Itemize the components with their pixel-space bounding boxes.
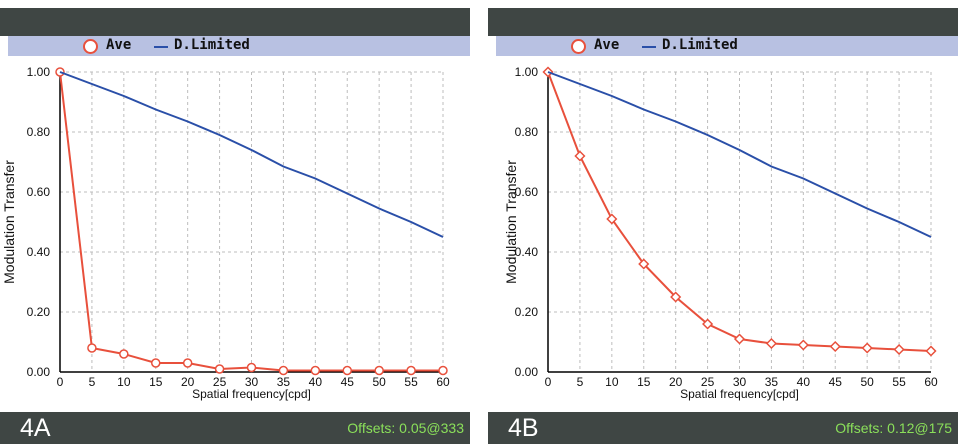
- data-point-ave: [310, 365, 321, 376]
- legend-dlimited-label: D.Limited: [174, 37, 250, 53]
- data-point-ave: [702, 318, 714, 330]
- data-point-ave: [151, 358, 161, 368]
- data-point-ave: [797, 339, 809, 351]
- x-tick-label: 15: [149, 375, 163, 389]
- data-point-ave: [861, 342, 873, 354]
- x-tick-label: 40: [309, 375, 323, 389]
- y-axis-label: Modulation Transfer: [503, 160, 519, 284]
- data-point-ave: [246, 362, 257, 373]
- data-point-ave: [214, 364, 225, 374]
- y-tick-label: 0.40: [515, 245, 539, 259]
- chart-panel-b: Ave D.Limited 0 5 10 15 20 25 30 35 40 45 50 55 60 0.…: [488, 0, 958, 444]
- x-tick-label: 35: [277, 375, 291, 389]
- data-point-ave: [374, 365, 384, 376]
- data-point-ave: [342, 365, 352, 376]
- bottom-bar: 4B Offsets: 0.12@175: [488, 412, 958, 444]
- top-bar: [0, 8, 470, 36]
- grid: [547, 71, 932, 373]
- x-tick-label: 40: [797, 375, 811, 389]
- data-point-ave: [574, 150, 586, 162]
- data-point-ave: [925, 345, 937, 357]
- x-tick-label: 55: [892, 375, 906, 389]
- x-tick-label: 5: [577, 375, 584, 389]
- data-point-ave: [87, 343, 97, 353]
- y-tick-label: 0.00: [515, 365, 539, 379]
- legend: Ave D.Limited: [496, 36, 958, 56]
- x-axis-label: Spatial frequency[cpd]: [680, 387, 799, 401]
- y-tick-label: 1.00: [515, 65, 539, 79]
- series-line-dlimited: [59, 71, 444, 238]
- x-tick-label: 55: [404, 375, 418, 389]
- data-point-ave: [182, 358, 193, 368]
- offsets-readout: Offsets: 0.05@333: [347, 420, 464, 436]
- y-tick-label: 1.00: [27, 65, 51, 79]
- x-tick-label: 15: [637, 375, 651, 389]
- x-tick-label: 0: [57, 375, 64, 389]
- legend-ave-label: Ave: [594, 37, 620, 53]
- bottom-bar: 4A Offsets: 0.05@333: [0, 412, 470, 444]
- legend: Ave D.Limited: [8, 36, 470, 56]
- plot-area-a: 0 5 10 15 20 25 30 35 40 45 50 55 60 0.00 0.20 0.40 0.60…: [1, 65, 450, 401]
- data-point-ave: [119, 349, 129, 359]
- y-tick-label: 0.20: [515, 305, 539, 319]
- x-tick-label: 30: [245, 375, 259, 389]
- data-point-ave: [893, 343, 905, 356]
- data-point-ave: [733, 333, 746, 345]
- y-tick-label: 0.80: [515, 125, 539, 139]
- y-tick-label: 0.60: [27, 185, 51, 199]
- grid: [59, 71, 444, 373]
- data-point-ave: [406, 365, 416, 376]
- data-point-ave: [670, 291, 682, 303]
- y-tick-label: 0.40: [27, 245, 51, 259]
- dlimited-line-icon: [154, 46, 168, 48]
- data-point-ave: [438, 365, 448, 376]
- panel-label: 4B: [508, 414, 539, 442]
- x-tick-label: 60: [436, 375, 450, 389]
- x-tick-label: 20: [181, 375, 195, 389]
- data-point-ave: [829, 340, 841, 353]
- y-axis-label: Modulation Transfer: [1, 160, 17, 284]
- data-point-ave: [606, 213, 618, 225]
- dlimited-line-icon: [642, 46, 656, 48]
- x-tick-label: 5: [89, 375, 96, 389]
- ave-marker-icon: [83, 39, 98, 54]
- panel-label: 4A: [20, 414, 51, 442]
- series-line-dlimited: [547, 71, 932, 238]
- offsets-readout: Offsets: 0.12@175: [835, 420, 952, 436]
- x-tick-label: 30: [733, 375, 747, 389]
- x-tick-label: 50: [372, 375, 386, 389]
- legend-ave-label: Ave: [106, 37, 132, 53]
- x-tick-label: 10: [117, 375, 131, 389]
- x-tick-label: 60: [924, 375, 938, 389]
- x-tick-label: 20: [669, 375, 683, 389]
- top-bar: [488, 8, 958, 36]
- data-point-ave: [278, 365, 289, 376]
- data-point-ave: [765, 337, 777, 350]
- y-tick-label: 0.60: [515, 185, 539, 199]
- x-tick-label: 45: [341, 375, 355, 389]
- x-axis-label: Spatial frequency[cpd]: [192, 387, 311, 401]
- legend-dlimited-label: D.Limited: [662, 37, 738, 53]
- ave-marker-icon: [571, 39, 586, 54]
- y-tick-label: 0.20: [27, 305, 51, 319]
- plot-area-b: 0 5 10 15 20 25 30 35 40 45 50 55 60 0.00 0.20 0.40 0.60…: [503, 65, 938, 401]
- y-tick-label: 0.80: [27, 125, 51, 139]
- x-tick-label: 45: [829, 375, 843, 389]
- data-point-ave: [638, 258, 650, 270]
- x-tick-label: 35: [765, 375, 779, 389]
- x-tick-label: 25: [213, 375, 227, 389]
- x-tick-label: 10: [605, 375, 619, 389]
- x-tick-label: 25: [701, 375, 715, 389]
- x-tick-label: 0: [545, 375, 552, 389]
- y-tick-label: 0.00: [27, 365, 51, 379]
- chart-panel-a: Ave D.Limited 0 5 10 15 20 25 30 35 40 45 50 55 60 0.…: [0, 0, 470, 444]
- x-tick-label: 50: [860, 375, 874, 389]
